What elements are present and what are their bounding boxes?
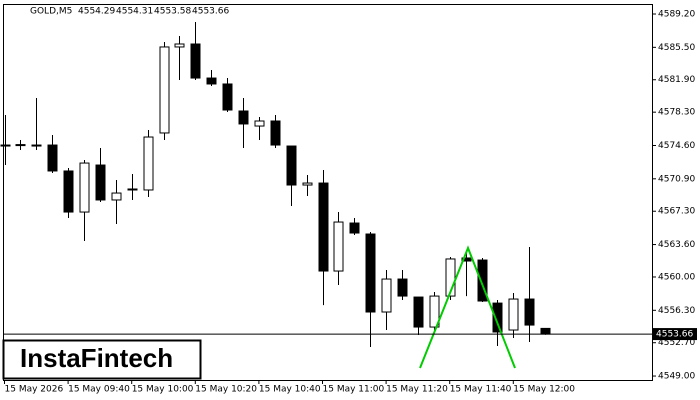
candle-body — [381, 278, 392, 313]
candle-body — [111, 192, 122, 201]
candle-body — [222, 83, 233, 111]
y-tick-label: 4585.50 — [658, 43, 695, 53]
candle-body — [318, 182, 329, 272]
y-tick-label: 4581.90 — [658, 75, 695, 85]
y-tick-label: 4549.00 — [658, 372, 695, 382]
candle-body — [238, 110, 249, 125]
candle-body — [174, 43, 185, 48]
header-open: 4554.29 — [78, 7, 115, 17]
x-tick-label: 15 May 09:40 — [68, 385, 130, 395]
candle-body — [286, 145, 297, 186]
y-tick-label: 4552.70 — [658, 338, 695, 348]
candle-body — [63, 170, 74, 213]
candle-body — [47, 144, 58, 172]
candle-body — [190, 43, 201, 79]
y-tick-label: 4560.00 — [658, 272, 695, 282]
candle-body — [540, 327, 551, 335]
candle-body — [15, 144, 26, 147]
candle-body — [524, 298, 535, 326]
candle-body — [508, 298, 519, 331]
price-label: 4553.66 — [656, 330, 693, 340]
candle-body — [127, 188, 138, 191]
marks — [0, 22, 551, 348]
x-tick-label: 15 May 11:20 — [386, 385, 448, 395]
y-tick-label: 4563.60 — [658, 240, 695, 250]
candle-body — [477, 259, 488, 302]
candle-body — [461, 257, 472, 262]
logo-box — [2, 339, 202, 380]
x-tick-label: 15 May 11:00 — [323, 385, 385, 395]
candle-body — [95, 164, 106, 201]
candle-body — [492, 302, 503, 333]
x-tick-label: 15 May 12:00 — [513, 385, 575, 395]
y-tick-label: 4578.30 — [658, 108, 695, 118]
x-tick-label: 15 May 10:20 — [195, 385, 257, 395]
candle-body — [429, 295, 440, 328]
candle-body — [397, 278, 408, 297]
candle-body — [365, 233, 376, 313]
candle-body — [254, 120, 265, 127]
y-tick-label: 4589.20 — [658, 10, 695, 20]
candle-body — [143, 136, 154, 191]
y-tick-label: 4567.30 — [658, 207, 695, 217]
chart-title: GOLD,M5 — [30, 7, 72, 17]
y-tick-label: 4574.60 — [658, 141, 695, 151]
header-low: 4553.58 — [154, 7, 191, 17]
candle-body — [445, 258, 456, 297]
candle-body — [0, 144, 11, 147]
candle-body — [79, 162, 90, 213]
candle-body — [349, 222, 360, 234]
y-tick-label: 4556.30 — [658, 306, 695, 316]
candle-body — [270, 120, 281, 146]
candle-body — [159, 46, 170, 134]
x-tick-label: 15 May 10:40 — [259, 385, 321, 395]
header-close: 4553.66 — [192, 7, 229, 17]
price-label-box — [653, 328, 697, 341]
y-tick-label: 4570.90 — [658, 174, 695, 184]
header-high: 4554.31 — [116, 7, 153, 17]
candle-body — [333, 221, 344, 272]
candle-body — [31, 144, 42, 147]
candle-body — [413, 296, 424, 328]
pattern-line — [419, 245, 516, 369]
candle-body — [206, 77, 217, 85]
x-tick-label: 15 May 11:40 — [450, 385, 512, 395]
candle-body — [302, 182, 313, 186]
x-tick-label: 15 May 2026 — [5, 385, 64, 395]
x-tick-label: 15 May 10:00 — [132, 385, 194, 395]
logo: InstaFintech — [20, 343, 173, 373]
